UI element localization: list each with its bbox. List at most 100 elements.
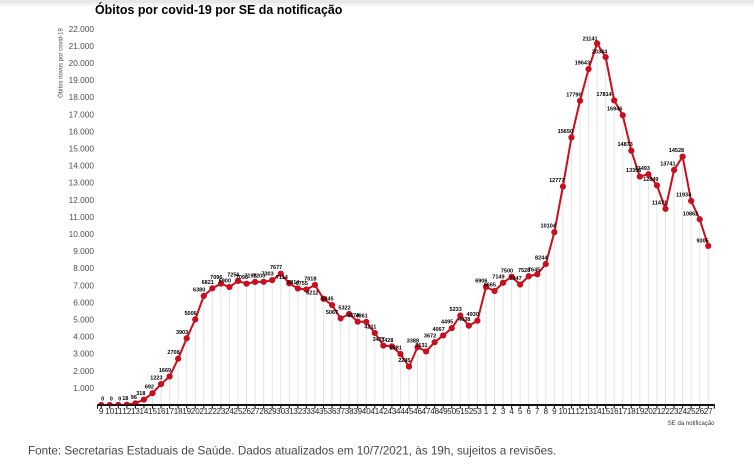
- svg-text:6814: 6814: [287, 280, 300, 286]
- svg-text:5.000: 5.000: [73, 315, 94, 325]
- svg-text:53: 53: [473, 407, 482, 416]
- svg-text:7: 7: [535, 407, 540, 416]
- svg-text:18.000: 18.000: [69, 92, 95, 102]
- svg-text:2245: 2245: [398, 358, 410, 364]
- svg-text:11.000: 11.000: [69, 212, 94, 222]
- svg-text:19: 19: [635, 407, 644, 416]
- svg-text:23: 23: [670, 407, 679, 416]
- svg-text:36: 36: [328, 407, 337, 416]
- svg-text:50: 50: [447, 407, 456, 416]
- svg-text:19.000: 19.000: [69, 75, 95, 85]
- svg-text:10862: 10862: [683, 211, 698, 217]
- svg-text:13: 13: [584, 407, 593, 416]
- svg-text:Óbitos por covid-19 por SE da: Óbitos por covid-19 por SE da notificaçã…: [95, 2, 343, 17]
- svg-text:12: 12: [122, 407, 131, 416]
- svg-text:Fonte: Secretarias Estaduais d: Fonte: Secretarias Estaduais de Saúde. D…: [28, 444, 556, 457]
- svg-text:22: 22: [208, 407, 217, 416]
- svg-text:5: 5: [518, 407, 523, 416]
- svg-text:3131: 3131: [415, 343, 427, 349]
- svg-text:6.000: 6.000: [73, 297, 94, 307]
- svg-text:7303: 7303: [261, 272, 273, 278]
- svg-text:7.000: 7.000: [73, 280, 94, 290]
- svg-text:6755: 6755: [296, 281, 308, 287]
- svg-text:26: 26: [695, 407, 704, 416]
- svg-text:21141: 21141: [583, 36, 598, 42]
- svg-text:17.000: 17.000: [69, 109, 95, 119]
- svg-text:26: 26: [242, 407, 251, 416]
- svg-text:21: 21: [199, 407, 208, 416]
- svg-text:27: 27: [704, 407, 713, 416]
- svg-text:9: 9: [99, 407, 104, 416]
- svg-text:16946: 16946: [607, 107, 622, 113]
- svg-text:1669: 1669: [159, 368, 171, 374]
- svg-text:42: 42: [379, 407, 388, 416]
- svg-text:7528: 7528: [518, 268, 530, 274]
- svg-text:15: 15: [148, 407, 157, 416]
- svg-text:SE da notificação: SE da notificação: [668, 421, 715, 427]
- svg-text:31: 31: [285, 407, 294, 416]
- svg-text:16: 16: [157, 407, 166, 416]
- svg-text:7093: 7093: [236, 275, 248, 281]
- svg-text:13741: 13741: [660, 162, 675, 168]
- svg-text:2: 2: [492, 407, 497, 416]
- svg-text:3428: 3428: [381, 338, 393, 344]
- svg-text:46: 46: [413, 407, 422, 416]
- svg-text:11934: 11934: [676, 192, 692, 198]
- svg-text:18: 18: [627, 407, 636, 416]
- svg-text:21.000: 21.000: [69, 41, 95, 51]
- svg-text:4861: 4861: [356, 313, 368, 319]
- svg-text:38: 38: [345, 407, 354, 416]
- svg-text:19643: 19643: [575, 61, 590, 67]
- svg-text:24: 24: [678, 407, 687, 416]
- svg-text:22: 22: [661, 407, 670, 416]
- svg-text:6906: 6906: [475, 278, 487, 284]
- svg-text:9305: 9305: [697, 238, 709, 244]
- svg-text:40: 40: [362, 407, 371, 416]
- svg-text:52: 52: [464, 407, 473, 416]
- svg-text:9.000: 9.000: [73, 246, 94, 256]
- svg-text:15: 15: [601, 407, 610, 416]
- svg-text:19: 19: [182, 407, 191, 416]
- svg-text:51: 51: [456, 407, 465, 416]
- svg-text:5067: 5067: [326, 310, 338, 316]
- svg-text:15650: 15650: [558, 129, 573, 135]
- svg-text:35: 35: [319, 407, 328, 416]
- svg-text:4638: 4638: [458, 317, 470, 323]
- svg-text:10104: 10104: [541, 224, 557, 230]
- svg-text:2981: 2981: [390, 346, 402, 352]
- svg-text:5845: 5845: [321, 297, 333, 303]
- svg-text:692: 692: [145, 385, 154, 391]
- svg-text:27: 27: [251, 407, 260, 416]
- svg-text:20: 20: [644, 407, 653, 416]
- svg-text:17814: 17814: [596, 92, 612, 98]
- svg-text:21: 21: [652, 407, 661, 416]
- svg-text:4211: 4211: [364, 324, 376, 330]
- svg-text:3903: 3903: [176, 330, 188, 336]
- svg-text:39: 39: [353, 407, 362, 416]
- svg-text:2.000: 2.000: [73, 366, 94, 376]
- svg-text:12.000: 12.000: [69, 195, 95, 205]
- svg-text:4: 4: [509, 407, 514, 416]
- svg-text:4495: 4495: [441, 320, 453, 326]
- svg-text:15.000: 15.000: [69, 144, 95, 154]
- svg-text:96: 96: [131, 395, 137, 401]
- svg-text:6: 6: [526, 407, 531, 416]
- svg-text:49: 49: [439, 407, 448, 416]
- svg-text:43: 43: [387, 407, 396, 416]
- svg-text:4930: 4930: [467, 312, 479, 318]
- svg-text:17: 17: [165, 407, 174, 416]
- svg-text:18: 18: [174, 407, 183, 416]
- svg-text:0: 0: [118, 397, 121, 403]
- svg-text:12: 12: [576, 407, 585, 416]
- svg-text:3.000: 3.000: [73, 349, 94, 359]
- svg-text:4067: 4067: [432, 327, 444, 333]
- svg-text:7500: 7500: [501, 268, 513, 274]
- svg-text:8244: 8244: [535, 256, 548, 262]
- svg-text:5006: 5006: [185, 311, 197, 317]
- svg-text:7198: 7198: [244, 273, 256, 279]
- svg-text:14528: 14528: [669, 148, 684, 154]
- svg-text:Óbitos novos por covid-19: Óbitos novos por covid-19: [57, 27, 64, 97]
- svg-text:3672: 3672: [424, 334, 436, 340]
- svg-text:6900: 6900: [219, 279, 231, 285]
- svg-text:13493: 13493: [635, 166, 650, 172]
